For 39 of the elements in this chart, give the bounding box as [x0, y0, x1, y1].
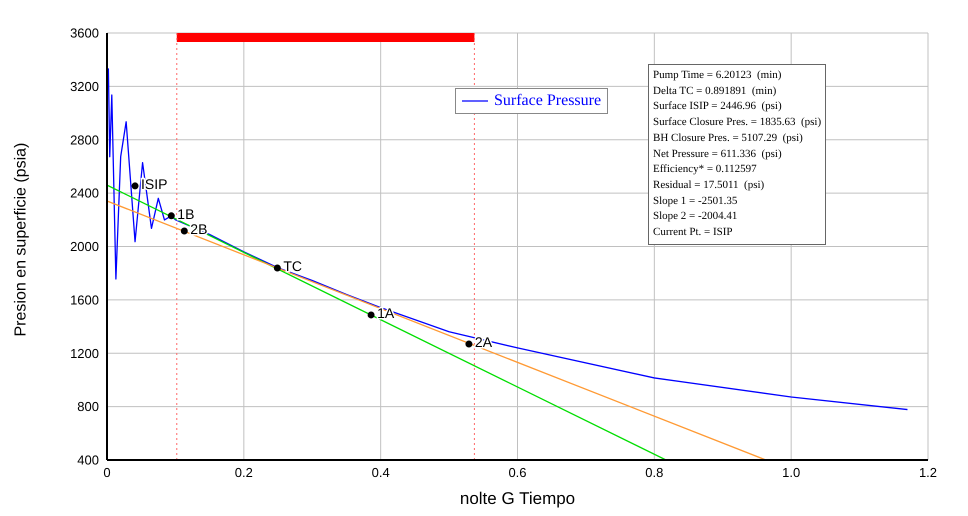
y-tick-label: 400: [77, 452, 99, 468]
y-tick-label: 2000: [70, 239, 99, 254]
annotation: TC: [283, 258, 302, 274]
y-tick-label: 2800: [70, 132, 99, 148]
annotation: Surface Closure Pres. = 1835.63 (psi): [653, 115, 822, 130]
y-tick-label: 3600: [70, 26, 99, 41]
annotation: Delta TC = 0.891891 (min): [653, 84, 778, 99]
annotation: Net Pressure = 611.336 (psi): [653, 146, 783, 162]
legend-label: Surface Pressure: [494, 92, 602, 110]
annotation: Pump Time = 6.20123 (min): [653, 68, 782, 83]
x-tick-label: 0.8: [645, 465, 664, 480]
x-tick-label: 0: [103, 465, 111, 480]
point: [132, 182, 139, 190]
point: [274, 264, 281, 272]
y-tick-label: 2400: [70, 186, 99, 201]
y-tick-label: 800: [77, 399, 99, 414]
annotation: Slope 1 = -2501.35: [653, 194, 738, 209]
annotation: Slope 2 = -2004.41: [653, 209, 738, 224]
x-tick-label: 0.6: [508, 465, 527, 480]
x-tick-label: 1.0: [782, 465, 800, 480]
annotation: Current Pt. = ISIP: [653, 225, 734, 240]
y-tick-label: 1200: [70, 346, 99, 361]
annotation: BH Closure Pres. = 5107.29 (psi): [653, 130, 804, 146]
y-tick-label: 3200: [70, 78, 99, 94]
point: [168, 212, 175, 220]
x-tick-label: 1.2: [918, 465, 938, 480]
line-series: [108, 68, 908, 410]
annotation: 1B: [177, 206, 194, 222]
x-tick-label: 0.4: [372, 465, 390, 480]
annotation: Surface ISIP = 2446.96 (psi): [653, 99, 783, 114]
x-tick-label: 0.2: [234, 465, 253, 480]
annotation: Efficiency* = 0.112597: [653, 162, 758, 178]
x-axis-title: nolte G Tiempo: [460, 489, 576, 508]
point: [180, 228, 188, 235]
annotation: Residual = 17.5011 (psi): [653, 178, 766, 193]
point: [465, 340, 472, 348]
y-axis-title: Presion en superficie (psia): [12, 142, 30, 336]
y-tick-label: 1600: [70, 292, 99, 308]
point: [368, 311, 375, 318]
